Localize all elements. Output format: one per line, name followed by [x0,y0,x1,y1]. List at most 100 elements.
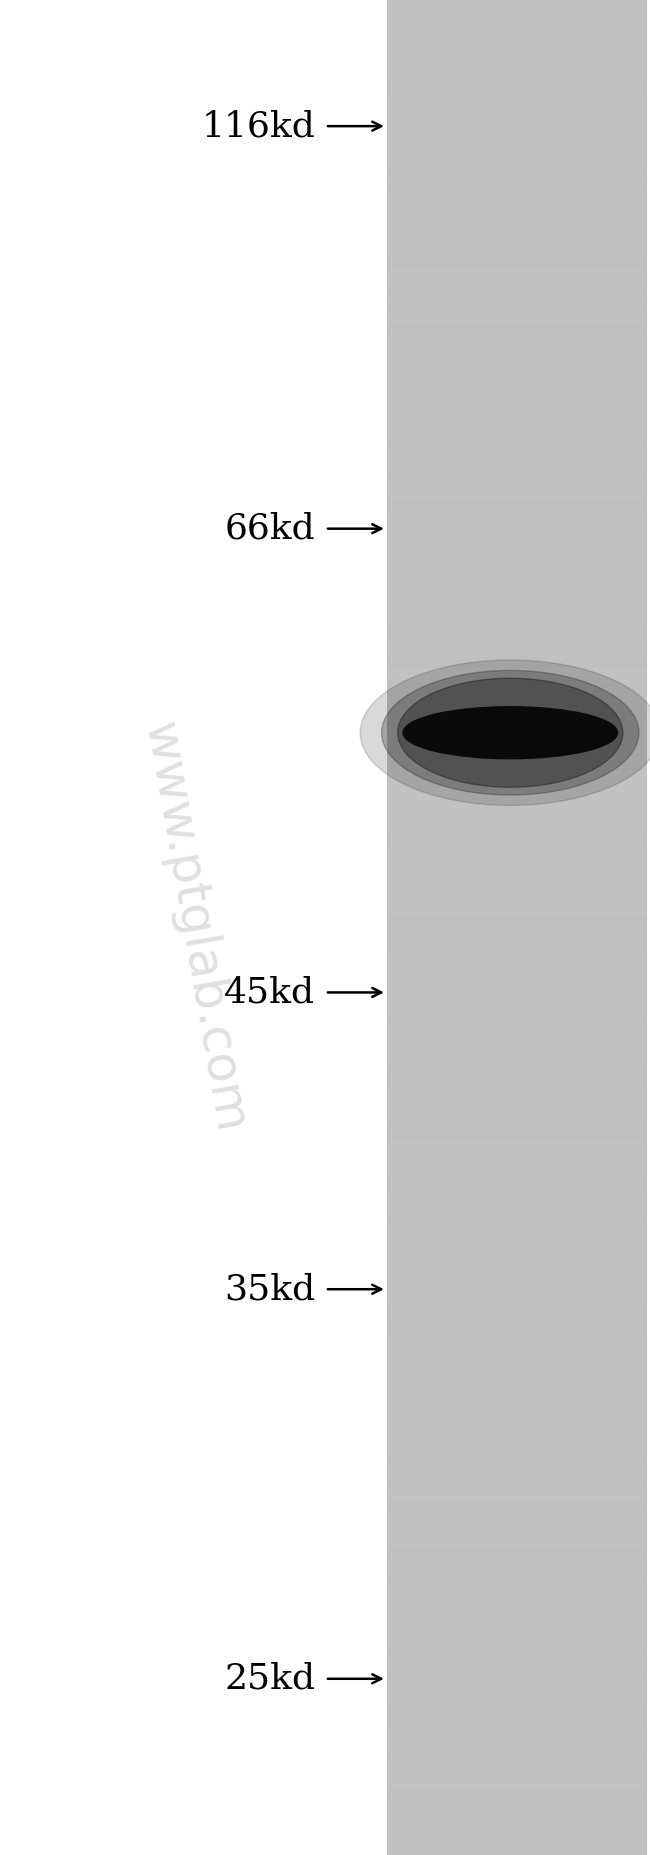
Bar [387,1408,647,1419]
Bar [387,536,647,547]
Bar [387,926,647,937]
Bar [387,1009,647,1020]
Bar [387,91,647,102]
Bar [387,490,647,501]
Bar [387,1120,647,1132]
Bar [387,1751,647,1762]
Bar [387,508,647,519]
Bar [387,360,647,371]
Bar [387,851,647,863]
Bar [387,1603,647,1614]
Bar [387,202,647,213]
Bar [387,1501,647,1512]
Bar [387,759,647,770]
Bar [387,1807,647,1818]
Bar [387,1695,647,1707]
Bar [387,211,647,223]
Bar [387,1445,647,1456]
Bar [387,796,647,807]
Bar [387,1417,647,1428]
Bar [387,258,647,269]
Bar [387,332,647,343]
Bar [387,861,647,872]
Bar [387,1176,647,1187]
Bar [387,620,647,631]
Bar [387,499,647,510]
Bar [387,1362,647,1373]
Bar [387,35,647,46]
Bar [387,416,647,427]
Bar [387,1491,647,1503]
Bar [387,1093,647,1104]
Bar [387,45,647,56]
Bar [387,1473,647,1484]
Bar [387,388,647,399]
Bar [387,833,647,844]
Bar [387,1760,647,1772]
Bar [387,1278,647,1289]
Bar [387,1686,647,1697]
Bar [387,555,647,566]
Bar [387,1324,647,1336]
Bar [387,1148,647,1159]
Bar [387,249,647,260]
Bar [387,137,647,148]
Bar [387,1733,647,1744]
Bar [387,1000,647,1011]
Bar [387,369,647,380]
Bar [387,712,647,723]
Bar [387,749,647,761]
Bar [387,703,647,714]
Bar [387,1260,647,1271]
Bar [387,434,647,445]
Bar [387,592,647,603]
Ellipse shape [360,660,650,805]
Bar [387,1297,647,1308]
Bar [387,1547,647,1558]
Bar [387,1158,647,1169]
Bar [387,351,647,362]
Text: www.ptglab.com: www.ptglab.com [135,718,255,1137]
Bar [387,722,647,733]
Bar [387,1658,647,1670]
Bar [387,304,647,315]
Bar [387,1343,647,1354]
Bar [387,1250,647,1261]
Bar [387,1306,647,1317]
Bar [387,1519,647,1530]
Bar [387,1269,647,1280]
Bar [387,814,647,825]
Bar [387,991,647,1002]
Bar [387,1315,647,1326]
Bar [387,1371,647,1382]
Bar [387,1779,647,1790]
Bar [387,480,647,492]
Bar [387,1213,647,1224]
Bar [387,805,647,816]
Bar [387,1195,647,1206]
Bar [387,657,647,668]
Bar [387,378,647,390]
Bar [387,953,647,965]
Bar [387,824,647,835]
Bar [387,1454,647,1465]
Bar [387,230,647,241]
Bar [387,1788,647,1799]
Bar [387,1668,647,1679]
Bar [387,545,647,556]
Bar [387,1055,647,1067]
Bar [387,684,647,696]
Ellipse shape [382,670,639,796]
Bar [387,1714,647,1725]
Bar [387,1621,647,1632]
Bar [387,889,647,900]
Bar [387,313,647,325]
Ellipse shape [398,679,623,787]
Bar [387,54,647,65]
Bar [387,1510,647,1521]
Bar [387,963,647,974]
Bar [387,1389,647,1401]
Bar [387,147,647,158]
Bar [387,184,647,195]
Bar [387,425,647,436]
